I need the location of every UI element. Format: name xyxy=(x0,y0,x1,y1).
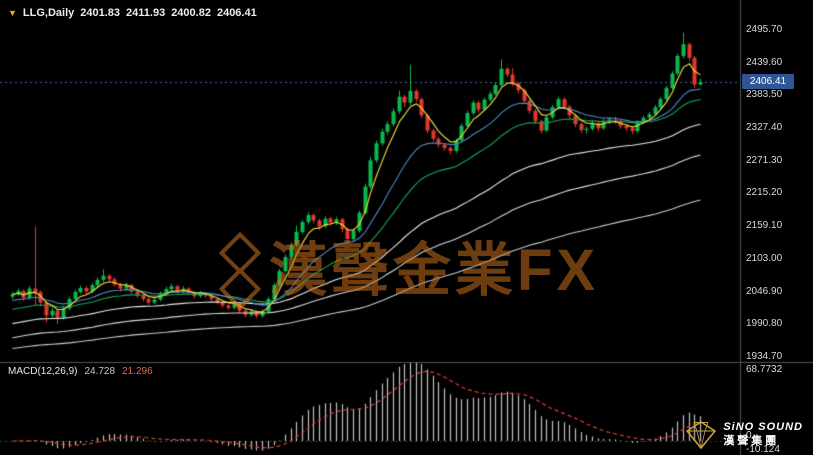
close-value: 2406.41 xyxy=(216,7,257,19)
price-axis-label: 2215.20 xyxy=(746,187,783,199)
price-axis[interactable]: 2406.41 68.7732 0 -10.124 2495.70 2439.60… xyxy=(740,0,813,455)
price-axis-label: 2159.10 xyxy=(746,220,783,232)
price-axis-label: 2271.30 xyxy=(746,154,783,166)
price-axis-label: 2046.90 xyxy=(746,285,783,297)
price-axis-label: 2327.40 xyxy=(746,122,783,133)
macd-axis-max-label: 68.7732 xyxy=(746,364,783,375)
current-price-tag: 2406.41 xyxy=(742,73,794,89)
macd-indicator-label: MACD(12,26,9) 24.728 21.296 xyxy=(8,366,153,377)
price-axis-label: 1934.70 xyxy=(746,350,783,362)
brand-logo: SiNO SOUND 漢聲集團 xyxy=(686,421,803,449)
price-axis-label: 2383.50 xyxy=(746,89,783,101)
macd-name: MACD(12,26,9) xyxy=(8,366,78,377)
macd-axis-min-label: -10.124 xyxy=(746,444,780,455)
symbol-name: LLG,Daily xyxy=(22,7,75,19)
macd-signal-value: 21.296 xyxy=(122,366,153,377)
diamond-logo-icon xyxy=(686,421,717,449)
price-axis-label: 1990.80 xyxy=(746,318,783,330)
brand-name: SiNO SOUND xyxy=(723,421,803,434)
low-value: 2400.82 xyxy=(171,7,211,19)
macd-axis-zero-label: 0 xyxy=(746,430,752,441)
price-axis-label: 2439.60 xyxy=(746,56,783,68)
high-value: 2411.93 xyxy=(126,7,166,19)
brand-name-cn: 漢聲集團 xyxy=(723,435,780,447)
chevron-down-icon[interactable]: ▼ xyxy=(8,8,17,18)
symbol-ohlc-bar: ▼ LLG,Daily 2401.83 2411.93 2400.82 2406… xyxy=(8,7,257,19)
open-value: 2401.83 xyxy=(80,7,121,19)
macd-main-value: 24.728 xyxy=(84,366,116,377)
price-axis-label: 2103.00 xyxy=(746,252,783,264)
price-axis-label: 2495.70 xyxy=(746,23,783,35)
